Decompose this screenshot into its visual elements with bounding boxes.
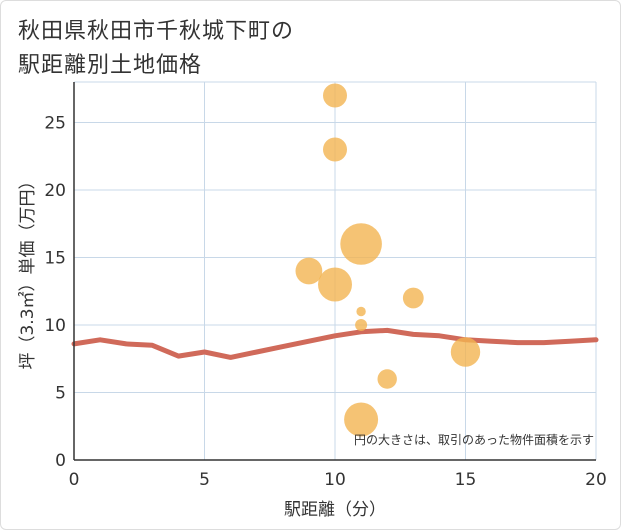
data-bubble — [323, 83, 347, 108]
data-bubble — [318, 267, 352, 302]
average-price-line — [71, 327, 599, 360]
data-bubble — [402, 287, 424, 309]
data-bubble — [377, 369, 397, 389]
y-axis-title: 坪（3.3㎡）単価（万円） — [18, 172, 38, 369]
data-bubble — [450, 337, 481, 367]
data-bubble — [295, 257, 323, 285]
axes: 0 5 10 15 20 0 5 10 15 20 25 — [44, 82, 607, 490]
x-tick-label: 5 — [199, 470, 210, 490]
data-bubble — [340, 223, 382, 265]
x-tick-label: 0 — [69, 470, 80, 490]
y-tick-label: 10 — [44, 316, 66, 336]
y-tick-label: 0 — [55, 451, 66, 471]
data-bubble — [356, 306, 366, 317]
x-tick-label: 20 — [585, 470, 607, 490]
data-bubble — [355, 319, 368, 331]
size-annotation: 円の大きさは、取引のあった物件面積を示す — [354, 432, 594, 447]
y-tick-label: 15 — [44, 249, 66, 269]
chart-title: 秋田県秋田市千秋城下町の 駅距離別土地価格 — [18, 15, 294, 83]
y-tick-label: 20 — [44, 181, 66, 201]
title-line-1: 秋田県秋田市千秋城下町の — [18, 19, 295, 44]
x-tick-label: 15 — [455, 470, 477, 490]
data-bubble — [344, 402, 379, 437]
title-line-2: 駅距離別土地価格 — [18, 53, 203, 78]
average-line-layer — [71, 327, 599, 360]
y-tick-label: 5 — [55, 384, 66, 404]
y-tick-label: 25 — [44, 114, 66, 134]
bubble-layer — [295, 83, 481, 437]
data-bubble — [323, 137, 347, 162]
x-axis-title: 駅距離（分） — [284, 500, 386, 520]
x-tick-label: 10 — [324, 470, 346, 490]
